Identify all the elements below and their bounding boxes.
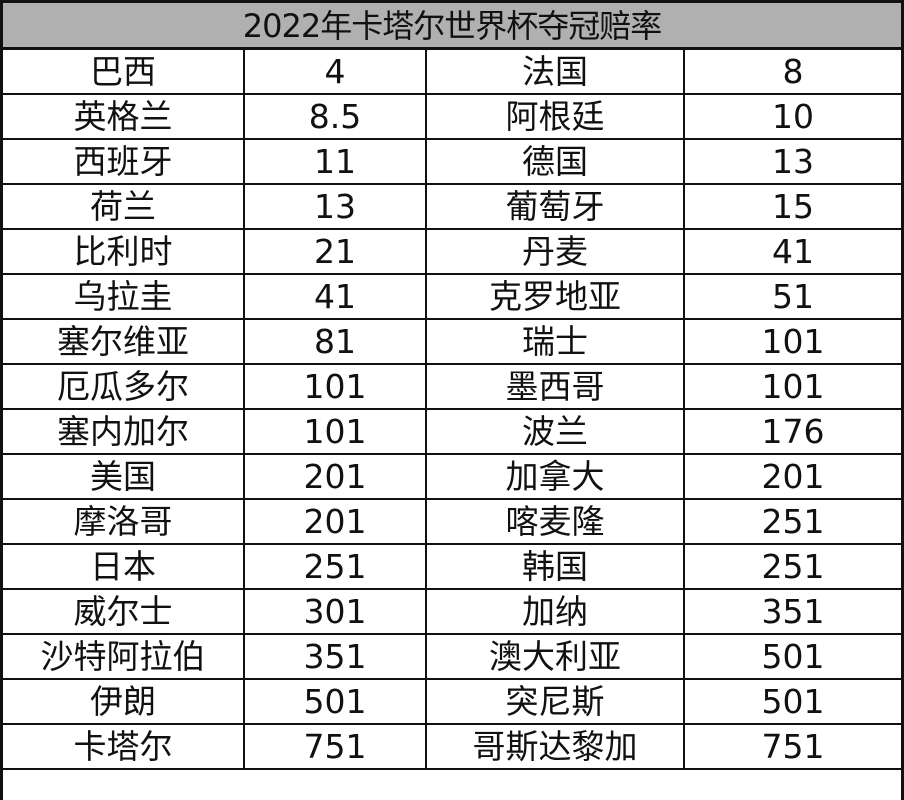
team-name: 摩洛哥 xyxy=(3,498,245,545)
table-row: 英格兰 8.5 阿根廷 10 xyxy=(3,93,901,140)
table-row: 伊朗 501 突尼斯 501 xyxy=(3,678,901,725)
odds-value: 751 xyxy=(683,723,901,770)
odds-value: 4 xyxy=(243,50,427,95)
table-title: 2022年卡塔尔世界杯夺冠赔率 xyxy=(3,0,901,50)
table-row: 比利时 21 丹麦 41 xyxy=(3,228,901,275)
team-name: 加拿大 xyxy=(425,453,685,500)
team-name: 西班牙 xyxy=(3,138,245,185)
table-row: 沙特阿拉伯 351 澳大利亚 501 xyxy=(3,633,901,680)
team-name: 丹麦 xyxy=(425,228,685,275)
table-row: 荷兰 13 葡萄牙 15 xyxy=(3,183,901,230)
team-name: 英格兰 xyxy=(3,93,245,140)
odds-value: 251 xyxy=(683,543,901,590)
team-name: 哥斯达黎加 xyxy=(425,723,685,770)
team-name: 喀麦隆 xyxy=(425,498,685,545)
table-row: 威尔士 301 加纳 351 xyxy=(3,588,901,635)
team-name: 澳大利亚 xyxy=(425,633,685,680)
odds-value: 201 xyxy=(243,453,427,500)
odds-value: 101 xyxy=(683,318,901,365)
odds-value: 8.5 xyxy=(243,93,427,140)
odds-value: 501 xyxy=(243,678,427,725)
odds-value: 10 xyxy=(683,93,901,140)
odds-value: 13 xyxy=(683,138,901,185)
team-name: 葡萄牙 xyxy=(425,183,685,230)
table-row: 卡塔尔 751 哥斯达黎加 751 xyxy=(3,723,901,770)
team-name: 威尔士 xyxy=(3,588,245,635)
odds-value: 101 xyxy=(243,363,427,410)
team-name: 塞尔维亚 xyxy=(3,318,245,365)
team-name: 荷兰 xyxy=(3,183,245,230)
odds-value: 251 xyxy=(243,543,427,590)
table-row: 摩洛哥 201 喀麦隆 251 xyxy=(3,498,901,545)
odds-value: 81 xyxy=(243,318,427,365)
odds-value: 501 xyxy=(683,678,901,725)
team-name: 瑞士 xyxy=(425,318,685,365)
odds-value: 201 xyxy=(683,453,901,500)
team-name: 阿根廷 xyxy=(425,93,685,140)
odds-value: 176 xyxy=(683,408,901,455)
team-name: 墨西哥 xyxy=(425,363,685,410)
table-row: 乌拉圭 41 克罗地亚 51 xyxy=(3,273,901,320)
team-name: 沙特阿拉伯 xyxy=(3,633,245,680)
team-name: 韩国 xyxy=(425,543,685,590)
odds-value: 251 xyxy=(683,498,901,545)
table-row: 厄瓜多尔 101 墨西哥 101 xyxy=(3,363,901,410)
team-name: 克罗地亚 xyxy=(425,273,685,320)
team-name: 德国 xyxy=(425,138,685,185)
table-row: 日本 251 韩国 251 xyxy=(3,543,901,590)
team-name: 厄瓜多尔 xyxy=(3,363,245,410)
odds-value: 13 xyxy=(243,183,427,230)
team-name: 波兰 xyxy=(425,408,685,455)
team-name: 巴西 xyxy=(3,50,245,95)
team-name: 法国 xyxy=(425,50,685,95)
odds-value: 51 xyxy=(683,273,901,320)
odds-value: 41 xyxy=(683,228,901,275)
team-name: 突尼斯 xyxy=(425,678,685,725)
odds-value: 301 xyxy=(243,588,427,635)
odds-value: 201 xyxy=(243,498,427,545)
odds-value: 8 xyxy=(683,50,901,95)
team-name: 卡塔尔 xyxy=(3,723,245,770)
team-name: 塞内加尔 xyxy=(3,408,245,455)
odds-table: 巴西 4 法国 8 英格兰 8.5 阿根廷 10 西班牙 11 德国 13 荷兰 13 葡萄牙 15 比利时 21… xyxy=(3,50,901,770)
odds-value: 751 xyxy=(243,723,427,770)
team-name: 乌拉圭 xyxy=(3,273,245,320)
table-row: 美国 201 加拿大 201 xyxy=(3,453,901,500)
odds-value: 101 xyxy=(243,408,427,455)
team-name: 加纳 xyxy=(425,588,685,635)
table-row: 塞内加尔 101 波兰 176 xyxy=(3,408,901,455)
odds-value: 351 xyxy=(243,633,427,680)
odds-value: 11 xyxy=(243,138,427,185)
team-name: 比利时 xyxy=(3,228,245,275)
team-name: 伊朗 xyxy=(3,678,245,725)
odds-value: 351 xyxy=(683,588,901,635)
odds-value: 501 xyxy=(683,633,901,680)
odds-value: 21 xyxy=(243,228,427,275)
table-row: 巴西 4 法国 8 xyxy=(3,50,901,95)
team-name: 日本 xyxy=(3,543,245,590)
odds-value: 41 xyxy=(243,273,427,320)
team-name: 美国 xyxy=(3,453,245,500)
odds-value: 101 xyxy=(683,363,901,410)
table-row: 塞尔维亚 81 瑞士 101 xyxy=(3,318,901,365)
table-row: 西班牙 11 德国 13 xyxy=(3,138,901,185)
odds-value: 15 xyxy=(683,183,901,230)
